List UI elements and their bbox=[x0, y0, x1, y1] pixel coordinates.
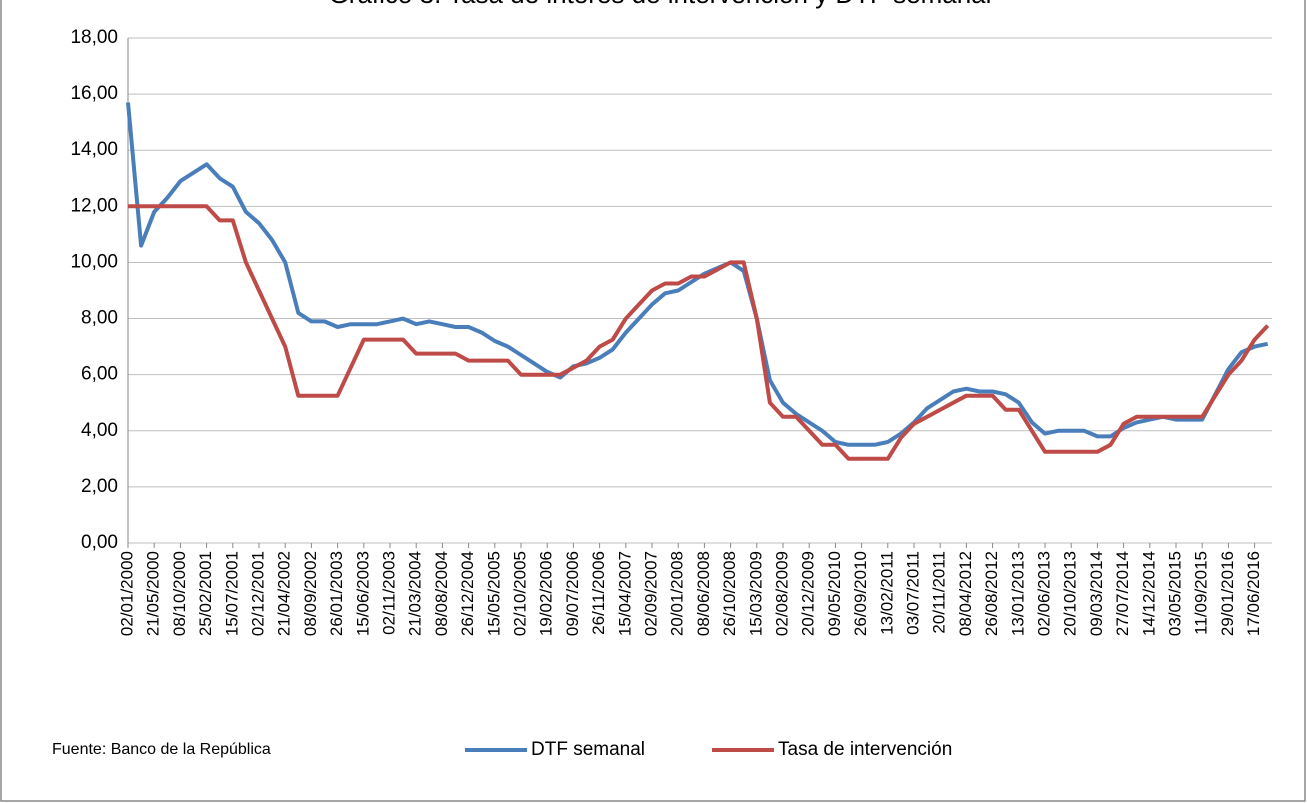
x-tick-label: 03/05/2015 bbox=[1165, 551, 1184, 636]
y-tick-label: 6,00 bbox=[81, 364, 118, 385]
x-tick-label: 03/07/2011 bbox=[903, 551, 922, 635]
x-tick-label: 19/02/2006 bbox=[537, 551, 556, 636]
x-tick-label: 09/03/2014 bbox=[1087, 551, 1106, 636]
x-tick-label: 08/10/2000 bbox=[170, 551, 189, 636]
y-tick-label: 18,00 bbox=[70, 27, 118, 48]
x-tick-label: 02/06/2013 bbox=[1034, 551, 1053, 636]
x-tick-label: 08/08/2004 bbox=[432, 551, 451, 636]
chart-title: Gráfico 3. Tasa de interés de intervenci… bbox=[329, 0, 992, 9]
x-tick-label: 27/07/2014 bbox=[1113, 551, 1132, 636]
x-tick-label: 26/10/2008 bbox=[720, 551, 739, 636]
x-tick-label: 14/12/2014 bbox=[1139, 551, 1158, 636]
y-tick-label: 14,00 bbox=[70, 139, 118, 160]
y-tick-label: 16,00 bbox=[70, 83, 118, 104]
x-tick-label: 20/10/2013 bbox=[1061, 551, 1080, 636]
y-tick-label: 2,00 bbox=[81, 476, 118, 497]
x-tick-label: 21/05/2000 bbox=[144, 551, 163, 636]
y-tick-label: 12,00 bbox=[70, 195, 118, 216]
x-tick-label: 02/10/2005 bbox=[510, 551, 529, 636]
x-tick-label: 09/07/2006 bbox=[563, 551, 582, 636]
source-note: Fuente: Banco de la República bbox=[52, 741, 271, 758]
x-tick-label: 25/02/2001 bbox=[196, 551, 215, 636]
legend-label: DTF semanal bbox=[531, 739, 645, 760]
x-tick-label: 13/01/2013 bbox=[1008, 551, 1027, 636]
line-series bbox=[128, 204, 1270, 461]
x-tick-label: 20/11/2011 bbox=[930, 551, 949, 634]
x-tick-label: 26/09/2010 bbox=[851, 551, 870, 636]
x-tick-label: 20/12/2009 bbox=[799, 551, 818, 636]
x-tick-label: 11/09/2015 bbox=[1192, 551, 1211, 635]
x-tick-label: 02/09/2007 bbox=[641, 551, 660, 636]
x-tick-label: 15/06/2003 bbox=[353, 551, 372, 636]
x-tick-label: 15/04/2007 bbox=[615, 551, 634, 636]
x-tick-label: 08/09/2002 bbox=[301, 551, 320, 636]
x-tick-label: 13/02/2011 bbox=[877, 551, 896, 635]
x-tick-label: 29/01/2016 bbox=[1218, 551, 1237, 636]
y-tick-label: 0,00 bbox=[81, 532, 118, 553]
y-tick-label: 8,00 bbox=[81, 308, 118, 329]
x-tick-label: 26/12/2004 bbox=[458, 551, 477, 636]
legend-label: Tasa de intervención bbox=[778, 739, 952, 760]
x-tick-label: 21/03/2004 bbox=[406, 551, 425, 636]
x-tick-label: 26/11/2006 bbox=[589, 551, 608, 635]
y-tick-label: 10,00 bbox=[70, 251, 118, 272]
x-tick-label: 02/11/2003 bbox=[379, 551, 398, 635]
x-tick-label: 02/08/2009 bbox=[772, 551, 791, 636]
x-tick-label: 26/01/2003 bbox=[327, 551, 346, 636]
x-tick-label: 15/07/2001 bbox=[222, 551, 241, 636]
x-tick-label: 17/06/2016 bbox=[1244, 551, 1263, 636]
x-tick-label: 08/04/2012 bbox=[956, 551, 975, 636]
y-tick-label: 4,00 bbox=[81, 420, 118, 441]
x-tick-label: 26/08/2012 bbox=[982, 551, 1001, 636]
x-tick-label: 02/01/2000 bbox=[117, 551, 136, 636]
x-tick-label: 21/04/2002 bbox=[275, 551, 294, 636]
x-tick-label: 15/05/2005 bbox=[484, 551, 503, 636]
x-tick-label: 08/06/2008 bbox=[694, 551, 713, 636]
x-tick-label: 02/12/2001 bbox=[248, 551, 267, 636]
x-tick-label: 15/03/2009 bbox=[746, 551, 765, 636]
x-tick-label: 09/05/2010 bbox=[825, 551, 844, 636]
x-tick-label: 20/01/2008 bbox=[668, 551, 687, 636]
